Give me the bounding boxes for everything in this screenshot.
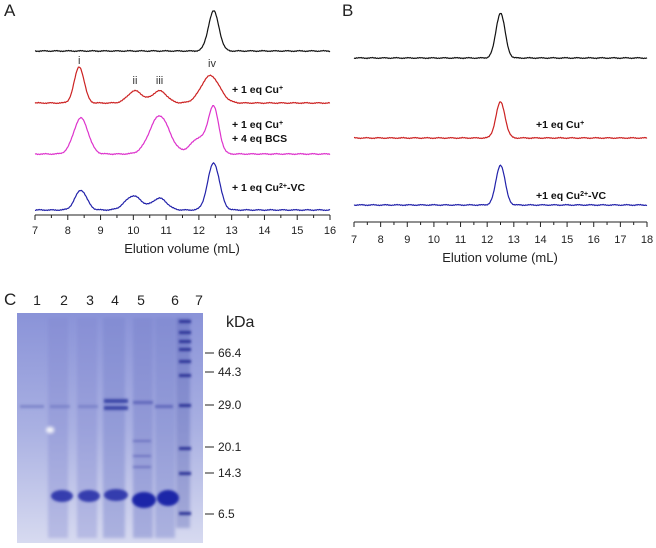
chart-b-x-ticks: 7 8 9 10 11 12 13 14 15 16 17 18	[351, 222, 653, 246]
chart-a-trace-labels: + 1 eq Cu+ + 1 eq Cu+ + 4 eq BCS + 1 eq …	[232, 84, 305, 194]
lane-label-5: 5	[137, 292, 145, 308]
chart-b-tick-label-9: 9	[404, 234, 410, 246]
marker-66-4: 66.4	[218, 346, 242, 360]
gel-mid-bands	[20, 399, 173, 468]
chart-b-x-axis-label: Elution volume (mL)	[442, 250, 558, 265]
marker-20-1: 20.1	[218, 440, 242, 454]
chart-a-tick-label-13: 13	[226, 225, 238, 237]
chart-panel-b: +1 eq Cu+ +1 eq Cu2+-VC 7 8 9 10 11 12 13 14 15 1…	[351, 12, 653, 265]
chart-a-tick-label-8: 8	[65, 225, 71, 237]
chart-b-trace-1	[353, 12, 648, 60]
trace-label-b-cu2-vc: +1 eq Cu2+-VC	[536, 190, 607, 202]
chart-b-tick-label-17: 17	[614, 234, 626, 246]
chart-b-trace-2	[353, 101, 648, 140]
lane-label-6: 6	[171, 292, 179, 308]
marker-29-0: 29.0	[218, 398, 242, 412]
chart-b-tick-label-18: 18	[641, 234, 653, 246]
chart-b-tick-label-8: 8	[378, 234, 384, 246]
trace-label-b-cu-plus: +1 eq Cu+	[536, 119, 584, 131]
chart-b-tick-label-13: 13	[508, 234, 520, 246]
marker-6-5: 6.5	[218, 507, 235, 521]
chart-a-x-axis-label: Elution volume (mL)	[124, 241, 240, 256]
chart-a-tick-label-9: 9	[97, 225, 103, 237]
lane-label-7: 7	[195, 292, 203, 308]
gel-marker-ladder	[179, 320, 191, 515]
lane-label-4: 4	[111, 292, 119, 308]
gel-low-bands	[51, 489, 179, 508]
marker-14-3: 14.3	[218, 466, 242, 480]
chart-a-tick-label-15: 15	[291, 225, 303, 237]
chart-b-trace-labels: +1 eq Cu+ +1 eq Cu2+-VC	[536, 119, 607, 202]
chart-b-tick-label-16: 16	[588, 234, 600, 246]
chart-a-tick-label-12: 12	[193, 225, 205, 237]
chart-a-tick-label-10: 10	[127, 225, 139, 237]
gel-marker-labels: 66.4 44.3 29.0 20.1 14.3 6.5	[205, 346, 242, 521]
trace-label-cu-plus: + 1 eq Cu+	[232, 84, 283, 96]
chart-a-x-ticks: 7 8 9 10 11 12 13 14 15 16	[32, 215, 336, 237]
panel-label-a: A	[4, 1, 16, 20]
chart-b-tick-label-15: 15	[561, 234, 573, 246]
chart-b-tick-label-7: 7	[351, 234, 357, 246]
chart-b-tick-label-11: 11	[455, 234, 466, 246]
chart-a-tick-label-11: 11	[160, 225, 171, 237]
trace-label-cu2-vc: + 1 eq Cu2+-VC	[232, 182, 305, 194]
gel-image	[17, 313, 203, 543]
chart-a-trace-1	[34, 10, 331, 53]
lane-label-2: 2	[60, 292, 68, 308]
chart-b-traces	[353, 12, 648, 207]
chart-b-tick-label-12: 12	[481, 234, 493, 246]
peak-label-iii: iii	[156, 75, 163, 87]
peak-label-ii: ii	[133, 75, 138, 87]
chart-b-tick-label-14: 14	[534, 234, 546, 246]
chart-a-tick-label-14: 14	[258, 225, 270, 237]
chart-b-tick-label-10: 10	[428, 234, 440, 246]
trace-label-cu-plus-bcs-line1: + 1 eq Cu+	[232, 119, 283, 131]
panel-label-b: B	[342, 1, 353, 20]
peak-label-i: i	[78, 55, 80, 67]
kda-unit-label: kDa	[226, 314, 255, 331]
chart-a-trace-3	[34, 104, 331, 156]
chart-a-trace-2	[34, 66, 331, 105]
trace-label-cu-plus-bcs-line2: + 4 eq BCS	[232, 133, 287, 145]
panel-label-c: C	[4, 290, 16, 309]
chart-a-tick-label-16: 16	[324, 225, 336, 237]
peak-label-iv: iv	[208, 58, 216, 70]
gel-lane-streaks	[46, 318, 190, 538]
lane-label-1: 1	[33, 292, 41, 308]
chart-b-trace-3	[353, 164, 648, 207]
lane-label-3: 3	[86, 292, 94, 308]
chart-a-trace-4	[34, 161, 331, 212]
marker-44-3: 44.3	[218, 365, 242, 379]
chart-a-traces	[34, 10, 331, 212]
chart-a-tick-label-7: 7	[32, 225, 38, 237]
gel-lane-labels: 1 2 3 4 5 6 7	[33, 292, 203, 308]
